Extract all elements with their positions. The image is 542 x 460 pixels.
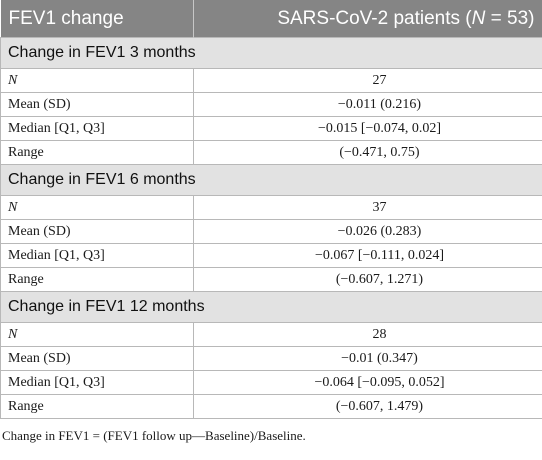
section-12-months: Change in FEV1 12 months (0, 291, 542, 323)
row-label: Range (0, 140, 194, 165)
fev1-change-table: FEV1 change SARS-CoV-2 patients (N = 53)… (0, 0, 542, 419)
section-title: Change in FEV1 3 months (0, 37, 542, 69)
row-value: 37 (193, 195, 542, 220)
row-value: −0.026 (0.283) (193, 219, 542, 244)
table-row: N 37 (0, 195, 542, 220)
row-value: −0.011 (0.216) (193, 92, 542, 117)
header-patients-prefix: SARS-CoV-2 patients ( (277, 7, 472, 29)
section-3-months: Change in FEV1 3 months (0, 37, 542, 69)
section-6-months: Change in FEV1 6 months (0, 164, 542, 196)
table-row: Range (−0.607, 1.271) (0, 267, 542, 292)
row-value: −0.015 [−0.074, 0.02] (193, 116, 542, 141)
row-label: Mean (SD) (0, 346, 194, 371)
header-patients-suffix: = 53) (485, 7, 535, 29)
table-row: Median [Q1, Q3] −0.015 [−0.074, 0.02] (0, 116, 542, 141)
row-label: Range (0, 267, 194, 292)
table-footnote: Change in FEV1 = (FEV1 follow up—Baselin… (2, 428, 306, 443)
row-value: −0.01 (0.347) (193, 346, 542, 371)
table-row: Range (−0.607, 1.479) (0, 394, 542, 419)
header-patients-n: N (471, 7, 486, 29)
row-label: Mean (SD) (0, 219, 194, 244)
row-label: Median [Q1, Q3] (0, 243, 194, 268)
section-title: Change in FEV1 6 months (0, 164, 542, 196)
row-value: −0.064 [−0.095, 0.052] (193, 370, 542, 395)
table-header-row: FEV1 change SARS-CoV-2 patients (N = 53) (0, 0, 542, 38)
header-fev1-change: FEV1 change (0, 0, 194, 38)
table-row: Range (−0.471, 0.75) (0, 140, 542, 165)
row-label: N (0, 195, 194, 220)
row-value: (−0.471, 0.75) (193, 140, 542, 165)
row-value: −0.067 [−0.111, 0.024] (193, 243, 542, 268)
row-label: Mean (SD) (0, 92, 194, 117)
table-row: N 27 (0, 68, 542, 93)
header-patients: SARS-CoV-2 patients (N = 53) (193, 0, 542, 38)
row-label: N (0, 68, 194, 93)
row-value: (−0.607, 1.479) (193, 394, 542, 419)
row-value: 28 (193, 322, 542, 347)
row-value: (−0.607, 1.271) (193, 267, 542, 292)
table-row: Mean (SD) −0.026 (0.283) (0, 219, 542, 244)
section-title: Change in FEV1 12 months (0, 291, 542, 323)
row-label: Median [Q1, Q3] (0, 116, 194, 141)
row-value: 27 (193, 68, 542, 93)
table-row: N 28 (0, 322, 542, 347)
table-row: Median [Q1, Q3] −0.067 [−0.111, 0.024] (0, 243, 542, 268)
row-label: Median [Q1, Q3] (0, 370, 194, 395)
row-label: N (0, 322, 194, 347)
table-row: Mean (SD) −0.011 (0.216) (0, 92, 542, 117)
table-row: Median [Q1, Q3] −0.064 [−0.095, 0.052] (0, 370, 542, 395)
row-label: Range (0, 394, 194, 419)
table-row: Mean (SD) −0.01 (0.347) (0, 346, 542, 371)
